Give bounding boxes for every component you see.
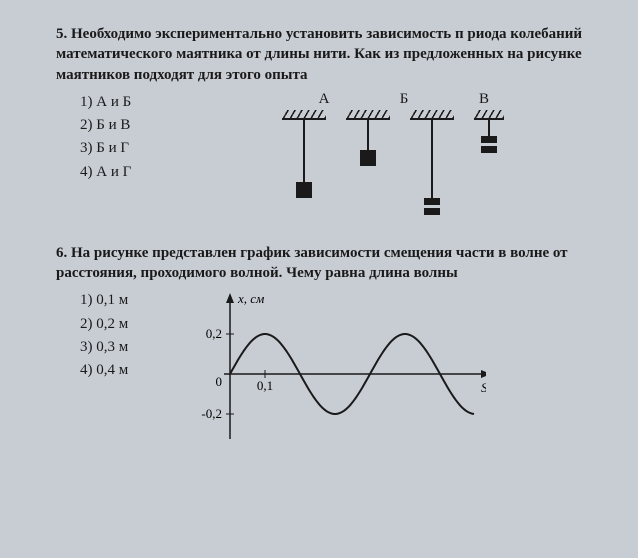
pendulum-string — [431, 120, 433, 198]
option: 3) Б и Г — [80, 137, 166, 160]
svg-text:0,1: 0,1 — [257, 378, 273, 393]
svg-text:0,2: 0,2 — [206, 326, 222, 341]
option: 4) 0,4 м — [80, 359, 166, 382]
pendulum-support — [282, 110, 326, 120]
problem-6-text: На рисунке представлен график зависимост… — [56, 245, 568, 281]
option: 2) 0,2 м — [80, 313, 166, 336]
pendulum-bob — [424, 198, 440, 215]
problem-5-prompt: 5. Необходимо экспериментально установит… — [56, 24, 618, 85]
svg-text:-0,2: -0,2 — [201, 406, 222, 421]
problem-6-prompt: 6. На рисунке представлен график зависим… — [56, 243, 618, 284]
problem-5-number: 5. — [56, 26, 67, 42]
pendulum-support — [474, 110, 504, 120]
pendulum-string — [303, 120, 305, 182]
problem-5-text: Необходимо экспериментально установить з… — [56, 26, 582, 83]
svg-text:0: 0 — [216, 374, 223, 389]
pendulum-bob — [296, 182, 312, 198]
option: 2) Б и В — [80, 114, 166, 137]
pendulum — [282, 110, 326, 215]
pendulum-bob — [481, 136, 497, 153]
problem-6: 6. На рисунке представлен график зависим… — [56, 243, 618, 460]
problem-6-options: 1) 0,1 м 2) 0,2 м 3) 0,3 м 4) 0,4 м — [56, 289, 166, 382]
problem-6-number: 6. — [56, 245, 67, 261]
pendulum-support — [410, 110, 454, 120]
pendulum-bob — [360, 150, 376, 166]
pendulum — [474, 110, 504, 215]
pendulum-label: В — [464, 91, 504, 108]
pendulum-figure: А Б В — [186, 91, 618, 215]
wave-figure: 0,2 0 -0,2 0,1 x, см S, — [186, 289, 618, 459]
option: 1) А и Б — [80, 91, 166, 114]
pendulum — [410, 110, 454, 215]
option: 1) 0,1 м — [80, 289, 166, 312]
wave-chart: 0,2 0 -0,2 0,1 x, см S, — [186, 289, 486, 459]
problem-5-options: 1) А и Б 2) Б и В 3) Б и Г 4) А и Г — [56, 91, 166, 184]
problem-5: 5. Необходимо экспериментально установит… — [56, 24, 618, 215]
pendulum-string — [488, 120, 490, 136]
pendulum-label: А — [304, 91, 344, 108]
option: 4) А и Г — [80, 161, 166, 184]
pendulum-support — [346, 110, 390, 120]
pendulum-label: Б — [384, 91, 424, 108]
option: 3) 0,3 м — [80, 336, 166, 359]
svg-text:x, см: x, см — [237, 291, 264, 306]
pendulum-labels: А Б В — [304, 91, 618, 108]
pendulum-string — [367, 120, 369, 150]
svg-text:S,: S, — [481, 380, 486, 395]
pendulum — [346, 110, 390, 215]
